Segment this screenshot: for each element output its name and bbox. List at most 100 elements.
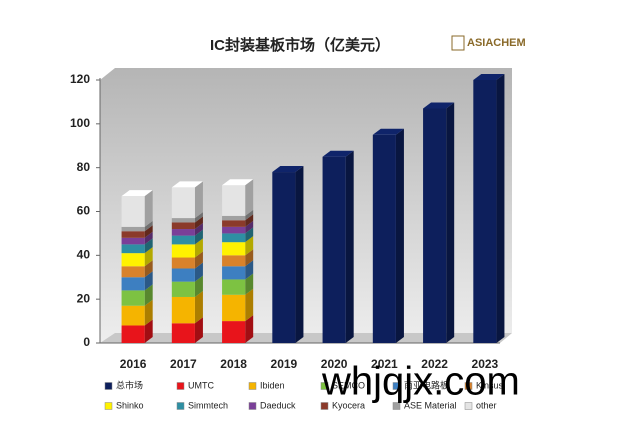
legend-label: Shinko [116,400,144,410]
legend-label: other [476,400,497,410]
legend-swatch [392,402,401,410]
legend-swatch [464,402,473,410]
logo-icon [451,35,465,51]
legend-swatch [104,402,113,410]
bar-side [194,262,203,282]
bar-segment [423,108,447,343]
watermark: whjqjx.com [321,360,520,404]
x-tick-label: 2019 [271,357,298,371]
bar-side [245,273,254,295]
bar-side [194,251,203,269]
bar-side [144,260,153,278]
legend-swatch [176,402,185,410]
bar-segment [222,226,246,234]
legend-label: Kyocera [332,400,365,410]
bar-side [245,220,254,234]
legend-swatch [176,382,185,390]
back-wall [100,68,512,343]
bar-top [121,190,153,197]
bar-segment [171,296,195,324]
bar-segment [222,185,246,216]
bar-segment [171,229,195,236]
bar-segment [222,279,246,295]
y-tick-label: 60 [77,204,91,218]
bar-segment [171,323,195,343]
bar-segment [121,325,145,343]
bar-segment [121,226,145,232]
bar-segment [372,134,396,343]
bar-segment [222,220,246,227]
bar-side [144,231,153,245]
y-tick-label: 80 [77,160,91,174]
bar-segment [171,222,195,230]
legend-swatch [248,382,257,390]
bar-top [272,166,304,173]
legend-label: SEMCO [332,380,365,390]
legend-swatch [320,382,329,390]
legend-label: Ibiden [260,380,285,390]
bar-segment [171,218,195,223]
chart-title: IC封装基板市场（亿美元） [210,36,390,54]
legend-swatch [464,382,473,390]
bar-side [245,249,254,267]
y-tick-label: 120 [70,72,90,86]
bar-side [395,128,404,343]
bar-side [245,288,254,322]
bar-side [245,236,254,256]
bar-side [194,229,203,245]
x-tick-label: 2016 [120,357,147,371]
bar-side [144,220,153,232]
legend-swatch [392,382,401,390]
legend-swatch [248,402,257,410]
bar-side [194,275,203,297]
legend-swatch [320,402,329,410]
y-tick-label: 40 [77,248,91,262]
bar-segment [121,231,145,238]
bar-top [322,150,354,157]
bar-segment [272,172,296,343]
legend-label: 南亚电路板 [404,379,449,390]
bar-segment [121,244,145,254]
bar-side [194,216,203,230]
bar-side [144,190,153,227]
bar-segment [171,257,195,269]
bar-segment [121,266,145,278]
x-tick-label: 2018 [220,357,247,371]
bar-side [144,225,153,238]
bar-top [171,181,203,188]
bar-side [245,315,254,343]
bar-side [245,179,254,216]
bar-segment [222,233,246,243]
y-tick-label: 100 [70,116,90,130]
bar-segment [222,242,246,256]
x-tick-label: 2021 [371,357,398,371]
bar-segment [222,215,246,221]
bar-segment [222,255,246,267]
bar-side [245,209,254,221]
bar-segment [171,268,195,282]
legend-label: UMTC [188,380,214,390]
bar-segment [121,305,145,326]
legend-label: Kinsus [476,380,504,390]
legend-label: ASE Material [404,400,457,410]
bar-side [144,271,153,291]
bar-side [144,284,153,306]
bar-side [446,102,455,343]
bar-segment [171,235,195,245]
bar-side [194,223,203,236]
bar-segment [322,156,346,343]
bar-side [245,227,254,243]
bar-side [194,238,203,258]
bar-side [345,150,354,343]
y-tick-label: 0 [83,335,90,349]
bar-side [194,290,203,324]
bar-side [144,299,153,326]
legend-label: Daeduck [260,400,296,410]
bar-segment [171,281,195,297]
bar-top [372,128,404,135]
legend-swatch [104,382,113,390]
bar-side [194,317,203,343]
bar-side [295,166,304,343]
legend-label: Simmtech [188,400,228,410]
